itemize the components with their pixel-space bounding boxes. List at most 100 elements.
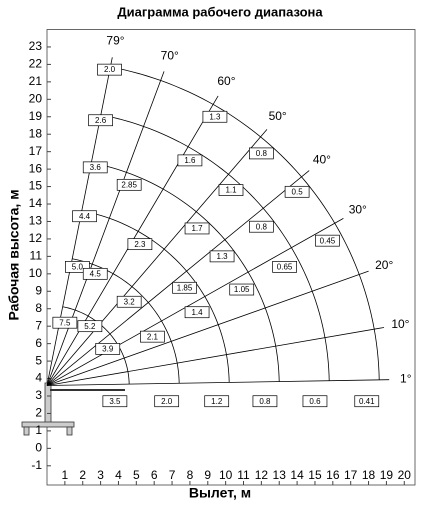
x-tick-label: 19 — [380, 468, 394, 482]
load-label: 0.8 — [259, 397, 271, 406]
load-label: 1.6 — [184, 156, 196, 165]
angle-line — [46, 327, 385, 386]
load-label: 5.2 — [84, 322, 96, 331]
load-label: 1.05 — [234, 285, 250, 294]
load-label: 2.0 — [104, 65, 116, 74]
y-tick-label: 1 — [35, 423, 42, 437]
load-box — [354, 395, 380, 408]
x-tick-label: 20 — [398, 468, 412, 482]
y-tick-label: 6 — [35, 336, 42, 350]
load-label: 1.1 — [225, 186, 237, 195]
load-box — [315, 234, 340, 247]
load-label: 1.3 — [209, 112, 221, 121]
load-box — [209, 250, 235, 263]
x-tick-label: 8 — [187, 468, 194, 482]
y-tick-label: 11 — [30, 249, 43, 263]
load-label: 0.5 — [292, 187, 304, 196]
load-box — [184, 222, 210, 235]
load-label: 0.6 — [309, 397, 321, 406]
load-box — [184, 306, 210, 319]
load-label: 0.8 — [256, 149, 268, 158]
angle-label: 20° — [375, 258, 393, 272]
load-box — [116, 178, 142, 191]
load-label: 3.5 — [109, 397, 121, 406]
load-label: 0.41 — [359, 397, 375, 406]
load-box — [116, 295, 142, 308]
load-box — [249, 220, 274, 233]
x-tick-label: 16 — [326, 468, 340, 482]
y-tick-label: 2 — [35, 406, 42, 420]
angle-label: 40° — [313, 152, 331, 166]
x-tick-label: 14 — [290, 468, 304, 482]
load-label: 0.65 — [277, 262, 293, 271]
load-label: 0.8 — [256, 222, 268, 231]
load-label: 1.2 — [211, 397, 223, 406]
y-tick-label: 9 — [35, 283, 42, 297]
load-box — [249, 147, 274, 160]
load-box — [82, 267, 108, 280]
angle-line — [46, 218, 344, 386]
y-tick-label: 12 — [29, 231, 43, 245]
crane-outrigger — [66, 426, 73, 436]
load-box — [204, 395, 230, 408]
y-tick-label: 23 — [29, 39, 43, 53]
y-axis-label: Рабочая высота, м — [6, 189, 22, 320]
load-box — [82, 161, 108, 174]
load-label: 7.5 — [59, 318, 71, 327]
load-box — [172, 281, 197, 294]
crane-base — [21, 421, 75, 428]
y-tick-label: 0 — [35, 441, 42, 455]
x-tick-label: 9 — [204, 468, 211, 482]
angle-label: 70° — [161, 48, 179, 62]
angle-line — [46, 129, 268, 386]
crane-outrigger — [23, 426, 30, 436]
angle-label: 10° — [391, 317, 409, 331]
load-box — [229, 283, 255, 296]
y-tick-label: 20 — [29, 91, 43, 105]
load-box — [218, 184, 244, 196]
x-tick-label: 12 — [255, 468, 269, 482]
x-tick-label: 5 — [133, 468, 140, 482]
x-tick-label: 15 — [308, 468, 322, 482]
x-tick-label: 13 — [273, 468, 287, 482]
plot-frame — [46, 29, 416, 486]
load-box — [127, 238, 153, 251]
angle-label: 60° — [217, 74, 235, 88]
load-box — [65, 260, 90, 273]
x-tick-label: 11 — [237, 468, 250, 482]
y-tick-label: 3 — [35, 388, 42, 402]
crane — [21, 382, 125, 436]
y-tick-label: 21 — [29, 74, 43, 88]
x-tick-label: 18 — [362, 468, 376, 482]
load-label: 2.6 — [95, 116, 107, 125]
angle-label: 1° — [400, 372, 412, 386]
load-box — [154, 395, 180, 408]
angle-line — [46, 379, 390, 386]
load-box — [202, 110, 228, 123]
load-box — [95, 343, 121, 355]
load-label: 2.1 — [147, 332, 159, 341]
x-tick-label: 7 — [169, 468, 176, 482]
x-tick-label: 1 — [62, 468, 69, 482]
load-label: 2.3 — [134, 240, 146, 249]
angle-label: 30° — [349, 202, 367, 216]
y-tick-label: 13 — [29, 214, 43, 228]
load-label: 3.6 — [90, 163, 102, 172]
load-label: 1.4 — [191, 308, 203, 317]
y-tick-label: 8 — [35, 301, 42, 315]
y-tick-label: 10 — [29, 266, 43, 280]
x-axis-label: Вылет, м — [189, 485, 251, 501]
y-tick-label: 5 — [35, 353, 42, 367]
load-box — [284, 185, 310, 198]
y-tick-label: 16 — [29, 161, 43, 175]
y-tick-label: 18 — [29, 126, 43, 140]
angle-line — [46, 270, 369, 386]
x-tick-label: 3 — [97, 468, 104, 482]
angle-line — [46, 71, 165, 386]
load-box — [252, 395, 278, 408]
load-box — [72, 210, 97, 223]
load-box — [272, 260, 297, 273]
load-box — [77, 320, 103, 333]
load-label: 3.9 — [102, 344, 114, 353]
